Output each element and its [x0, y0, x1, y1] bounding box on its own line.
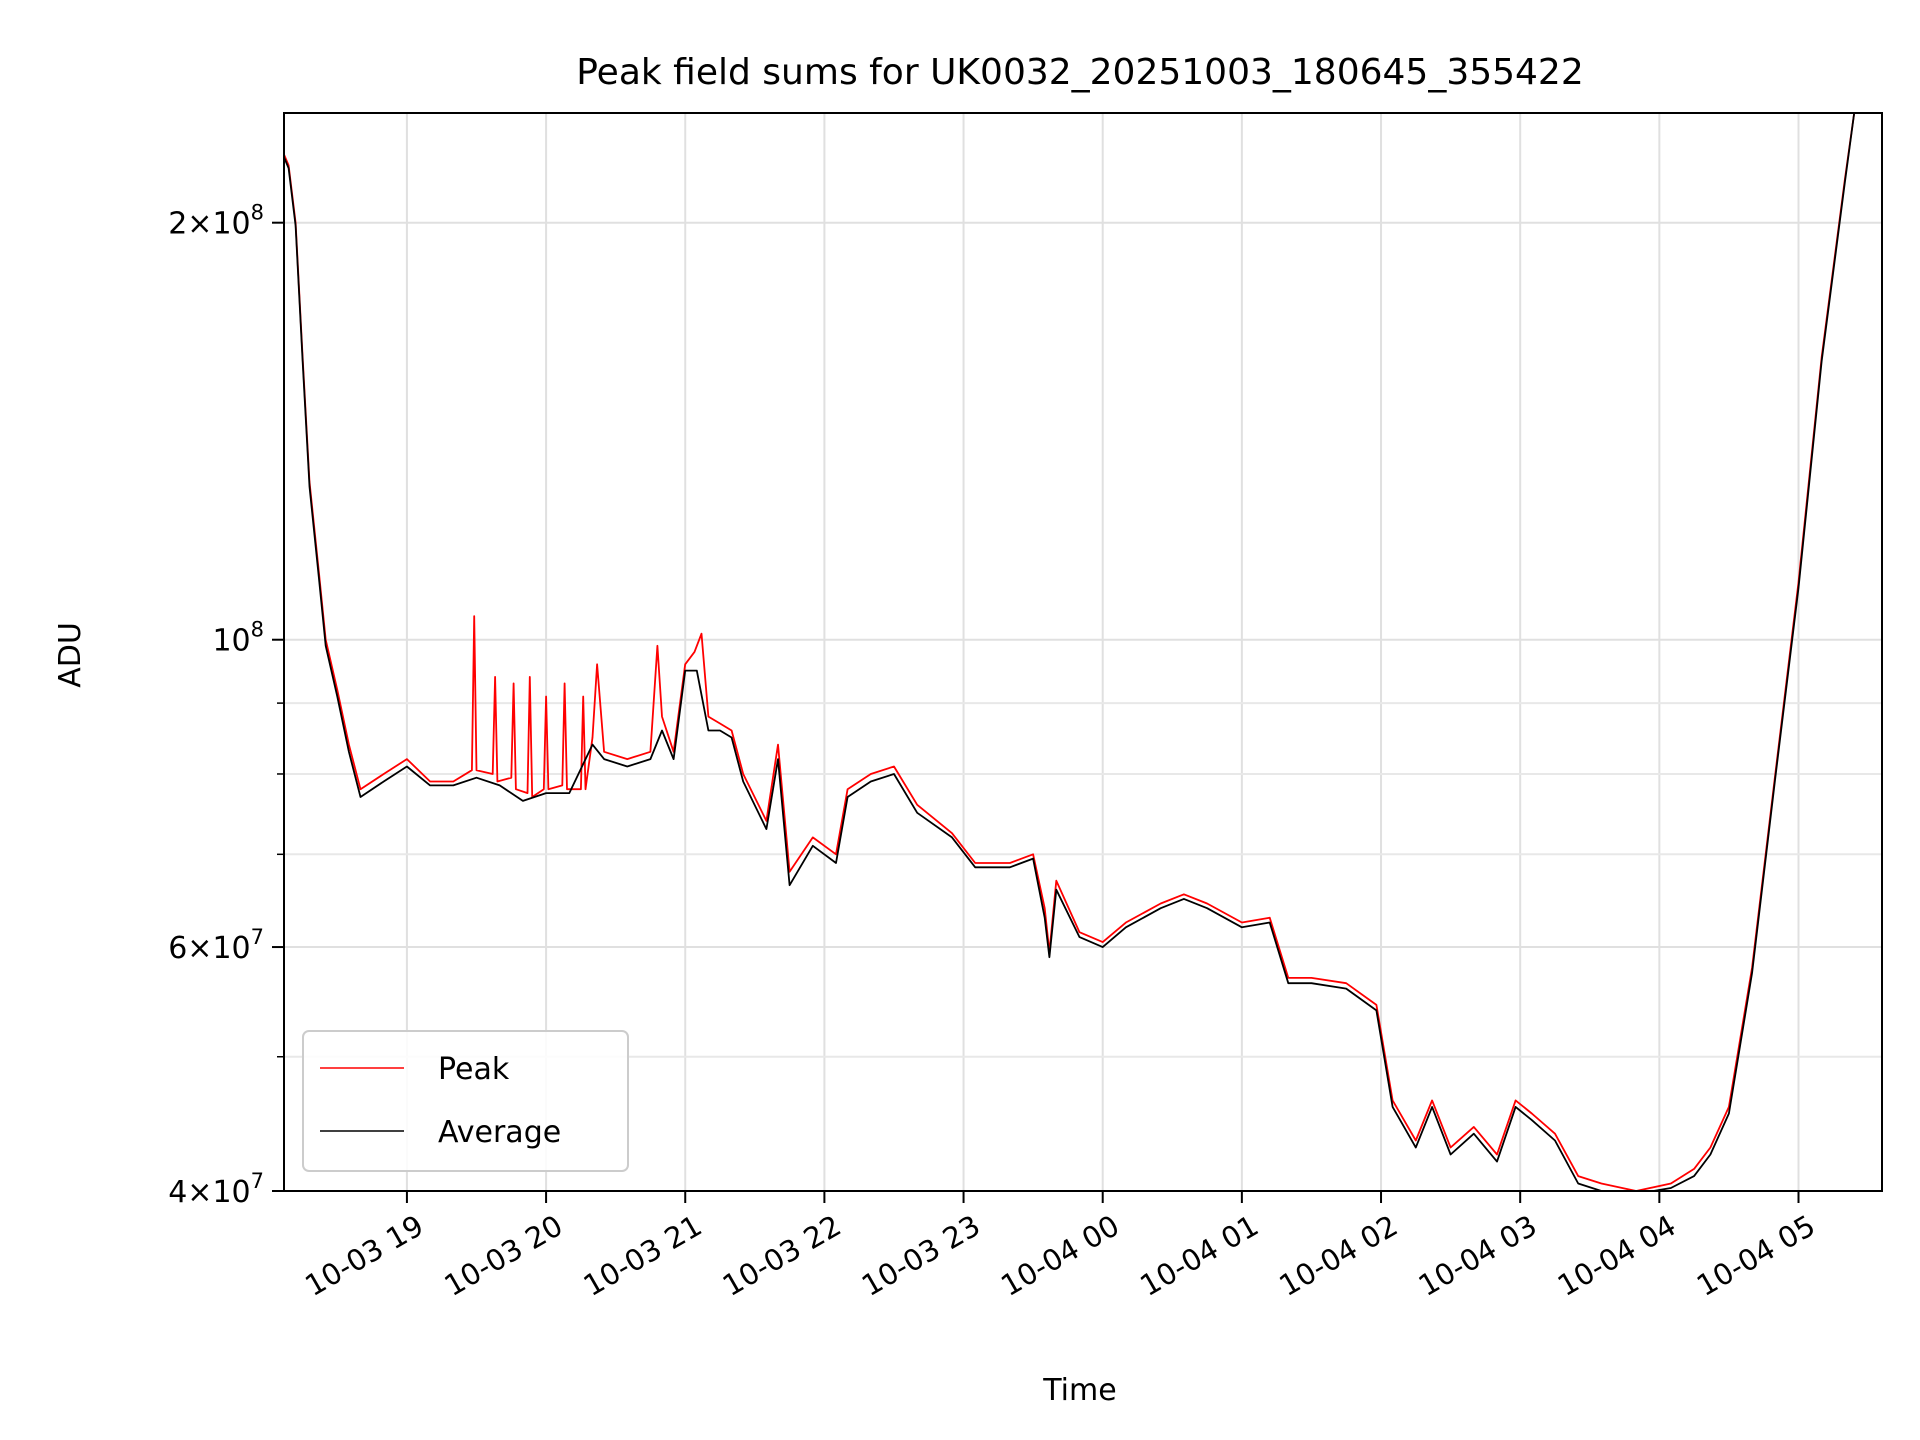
- plot-frame: [283, 112, 1883, 1192]
- legend: Peak Average: [302, 1030, 629, 1172]
- y-tick-label: 2×108: [168, 201, 264, 242]
- series-line-average: [284, 113, 1856, 1191]
- y-tick-label: 108: [212, 618, 264, 659]
- legend-label-average: Average: [438, 1115, 561, 1150]
- y-tick-label: 4×107: [168, 1169, 264, 1210]
- series-line-peak: [284, 113, 1856, 1191]
- legend-box: [302, 1030, 629, 1172]
- x-axis-label: Time: [1042, 1373, 1116, 1408]
- y-axis-label: ADU: [53, 622, 88, 688]
- series-lines: [284, 113, 1856, 1191]
- chart-title: Peak field sums for UK0032_20251003_1806…: [576, 52, 1584, 93]
- legend-label-peak: Peak: [438, 1052, 510, 1087]
- y-tick-label: 6×107: [168, 925, 264, 966]
- grid: [284, 113, 1882, 1192]
